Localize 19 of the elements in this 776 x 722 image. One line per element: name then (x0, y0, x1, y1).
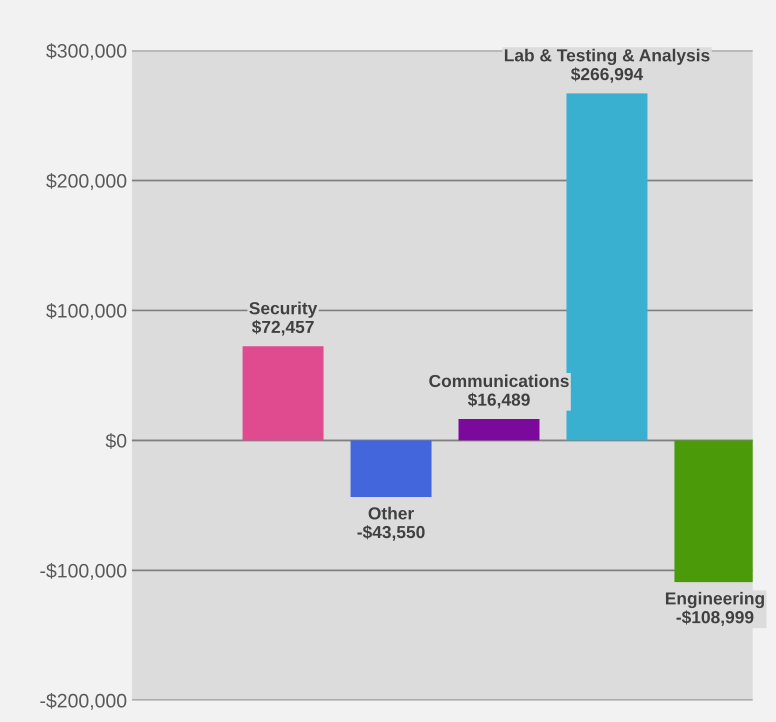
x-tick-label: Engineering (666, 592, 764, 608)
data-label: $266,994 (570, 67, 644, 83)
y-tick-label: -$200,000 (40, 692, 126, 710)
bar (242, 346, 324, 440)
bar (350, 440, 432, 498)
x-tick-label: Lab & Testing & Analysis (504, 48, 710, 65)
y-tick-label: $100,000 (46, 303, 126, 320)
bar (458, 418, 540, 440)
data-label: $16,489 (468, 392, 530, 408)
x-tick-label: Security (249, 302, 318, 318)
data-label: $72,457 (252, 320, 314, 336)
y-tick-label: $0 (106, 433, 126, 449)
x-tick-label: Other (368, 506, 414, 520)
data-label: -$108,999 (676, 610, 754, 626)
y-tick-label: $200,000 (46, 173, 126, 190)
data-label: -$43,550 (357, 525, 425, 541)
x-tick-label: Communications (429, 374, 569, 388)
y-tick-label: -$100,000 (40, 563, 126, 580)
y-tick-label: $300,000 (46, 43, 126, 60)
